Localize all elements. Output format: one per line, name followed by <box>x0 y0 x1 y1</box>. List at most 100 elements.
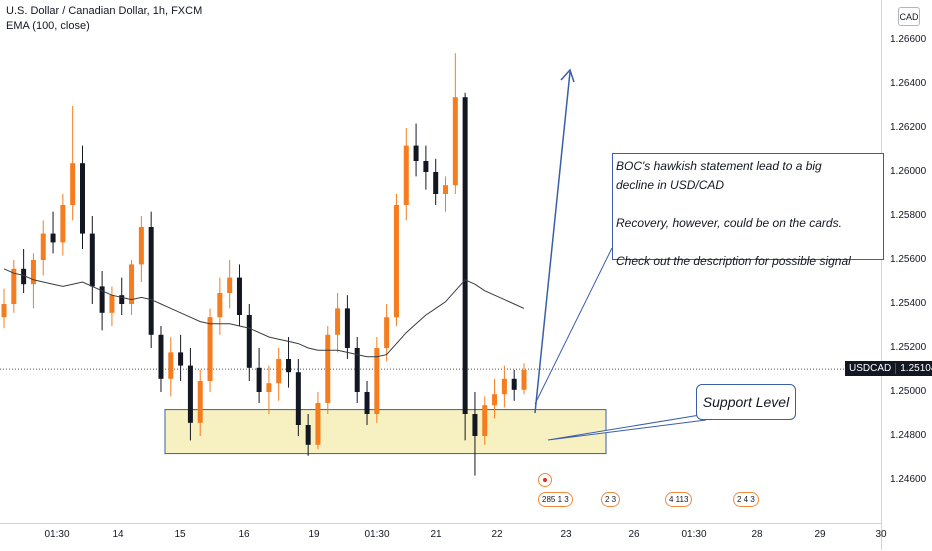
candle-body <box>50 233 56 243</box>
note-pointer <box>534 247 613 405</box>
candle-body <box>1 304 7 318</box>
candle-body <box>393 205 399 318</box>
chart-legend: U.S. Dollar / Canadian Dollar, 1h, FXCM … <box>6 4 202 34</box>
candle-body <box>30 260 36 285</box>
candle-body <box>227 277 233 293</box>
price-tick-label: 1.26600 <box>890 34 927 45</box>
price-tick-label: 1.25200 <box>890 342 927 353</box>
candle-body <box>384 317 390 348</box>
time-axis[interactable] <box>0 523 881 551</box>
price-tick-label: 1.25600 <box>890 254 927 265</box>
candle-body <box>187 365 193 423</box>
symbol-title[interactable]: U.S. Dollar / Canadian Dollar, 1h, FXCM <box>6 5 203 17</box>
indicator-title[interactable]: EMA (100, close) <box>6 20 90 32</box>
candle-body <box>413 145 419 161</box>
candle-body <box>423 161 429 172</box>
currency-button[interactable]: CAD <box>898 7 920 26</box>
candle-body <box>158 334 164 379</box>
candle-body <box>148 227 154 335</box>
event-badge[interactable]: 4 113 <box>665 492 693 507</box>
candle-body <box>217 293 223 318</box>
candle-body <box>197 381 203 423</box>
candle-body <box>443 185 449 194</box>
time-tick-label: 28 <box>751 529 763 540</box>
note-line: Recovery, however, could be on the cards… <box>616 216 842 230</box>
candle-body <box>168 352 174 379</box>
candle-body <box>129 264 135 304</box>
last-price-tag: USDCAD 1.25104 <box>845 361 932 376</box>
candle-body <box>11 268 17 304</box>
candle-body <box>21 268 27 285</box>
support-zone <box>164 409 607 455</box>
time-tick-label: 23 <box>560 529 572 540</box>
candle-body <box>305 425 311 445</box>
candle-body <box>501 378 507 395</box>
candle-body <box>521 370 527 390</box>
price-tick-label: 1.24600 <box>890 474 927 485</box>
callout-pointer <box>547 414 707 441</box>
support-level-callout[interactable]: Support Level <box>696 384 796 420</box>
projection-arrow <box>534 71 571 414</box>
price-tag-value: 1.25104 <box>900 363 932 374</box>
candle-body <box>344 308 350 348</box>
candle-body <box>511 378 517 390</box>
candle-body <box>109 295 115 313</box>
candle-body <box>286 359 292 373</box>
time-tick-label: 16 <box>238 529 250 540</box>
candle-body <box>482 405 488 436</box>
price-tick-label: 1.25800 <box>890 210 927 221</box>
price-axis[interactable] <box>881 0 932 550</box>
candle-body <box>295 372 301 425</box>
time-tick-label: 01:30 <box>44 529 70 540</box>
price-tick-label: 1.25400 <box>890 298 927 309</box>
event-badge[interactable]: 285 1 3 <box>538 492 573 507</box>
candle-body <box>99 286 105 313</box>
event-badge[interactable]: 2 4 3 <box>733 492 759 507</box>
candle-body <box>472 414 478 436</box>
price-tick-label: 1.26000 <box>890 166 927 177</box>
candle-body <box>246 315 252 368</box>
time-tick-label: 14 <box>112 529 124 540</box>
candle-body <box>79 163 85 234</box>
time-tick-label: 29 <box>814 529 826 540</box>
time-tick-label: 22 <box>491 529 503 540</box>
candle-body <box>266 383 272 392</box>
candle-body <box>452 97 458 186</box>
projection-arrowhead <box>560 68 575 83</box>
price-tick-label: 1.24800 <box>890 430 927 441</box>
note-line: decline in USD/CAD <box>616 178 725 192</box>
candle-body <box>335 308 341 335</box>
ema-line <box>3 268 525 358</box>
candle-body <box>364 392 370 414</box>
candle-body <box>138 227 144 265</box>
event-badge[interactable]: 2 3 <box>601 492 621 507</box>
time-tick-label: 21 <box>430 529 442 540</box>
candle-body <box>492 394 498 406</box>
candle-body <box>70 163 76 205</box>
candle-body <box>60 205 66 243</box>
price-tag-symbol: USDCAD <box>845 363 897 374</box>
time-tick-label: 26 <box>628 529 640 540</box>
candle-body <box>40 233 46 260</box>
time-tick-label: 19 <box>308 529 320 540</box>
candle-body <box>325 334 331 403</box>
candle-body <box>207 317 213 381</box>
candle-body <box>89 233 95 287</box>
candle-body <box>433 172 439 194</box>
time-tick-label: 01:30 <box>681 529 707 540</box>
analysis-note[interactable]: BOC's hawkish statement lead to a big de… <box>612 153 884 268</box>
note-line: BOC's hawkish statement lead to a big <box>616 159 822 173</box>
candle-body <box>374 348 380 414</box>
candle-body <box>119 295 125 304</box>
price-tick-label: 1.25000 <box>890 386 927 397</box>
price-tick-label: 1.26400 <box>890 78 927 89</box>
note-line: Check out the description for possible s… <box>616 254 851 268</box>
canada-flag-icon[interactable] <box>538 473 552 487</box>
candle-body <box>276 359 282 384</box>
candle-body <box>403 145 409 205</box>
price-tick-label: 1.26200 <box>890 122 927 133</box>
time-tick-label: 01:30 <box>364 529 390 540</box>
time-tick-label: 15 <box>174 529 186 540</box>
